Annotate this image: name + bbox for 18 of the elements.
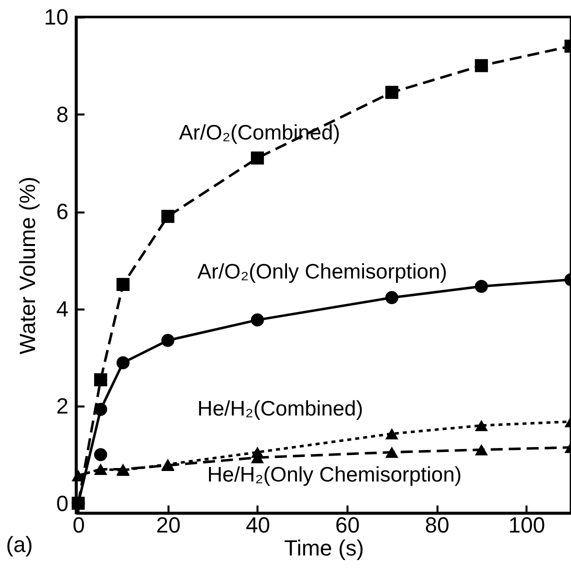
x-tick-label: 20 xyxy=(156,512,181,538)
y-tick-label: 6 xyxy=(56,199,68,224)
x-tick-label: 40 xyxy=(246,512,270,538)
y-tick-label: 0 xyxy=(56,490,68,516)
x-tick-label: 60 xyxy=(335,512,360,538)
y-tick-label: 8 xyxy=(56,102,68,127)
x-tick-label: 80 xyxy=(424,512,450,538)
series-label: He/H₂(Combined) xyxy=(197,397,364,420)
y-axis-title: Water Volume (%) xyxy=(15,176,40,354)
y-tick-label: 10 xyxy=(44,4,68,30)
y-tick-label: 2 xyxy=(56,394,68,419)
series-label: He/H₂(Only Chemisorption) xyxy=(207,464,462,487)
x-tick-label: 100 xyxy=(508,512,546,538)
x-axis-title: Time (s) xyxy=(284,536,364,560)
y-tick-label: 4 xyxy=(56,296,68,322)
text: (a) xyxy=(6,532,33,557)
series-label: Ar/O₂(Only Chemisorption) xyxy=(197,260,448,284)
x-tick-label: 0 xyxy=(72,512,85,538)
